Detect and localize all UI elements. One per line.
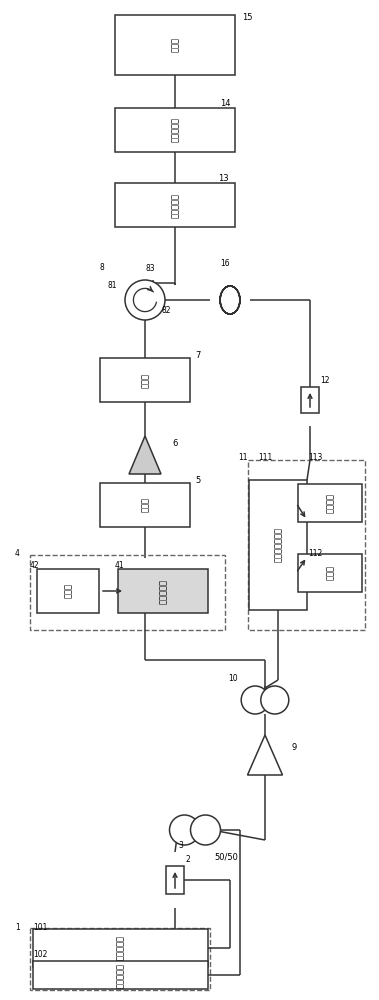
Bar: [115, 108, 235, 152]
Bar: [301, 387, 319, 413]
Text: 电光强度调制器: 电光强度调制器: [274, 528, 282, 562]
Text: 111: 111: [258, 453, 272, 462]
Text: 50/50: 50/50: [214, 852, 238, 861]
Text: 滤波器: 滤波器: [141, 372, 149, 387]
Text: 42: 42: [30, 561, 40, 570]
Text: 112: 112: [308, 549, 322, 558]
Text: 15: 15: [242, 13, 252, 22]
Text: 102: 102: [33, 950, 47, 959]
Text: 83: 83: [145, 264, 155, 273]
Bar: [248, 460, 365, 630]
Text: 信号源: 信号源: [64, 584, 72, 598]
Circle shape: [191, 815, 221, 845]
Bar: [30, 555, 225, 630]
Text: 扰偏器: 扰偏器: [141, 497, 149, 512]
Text: 5: 5: [195, 476, 200, 485]
Polygon shape: [129, 436, 161, 474]
Bar: [115, 183, 235, 227]
Circle shape: [125, 280, 165, 320]
Text: 4: 4: [15, 549, 20, 558]
Text: 2: 2: [185, 855, 190, 864]
Text: 13: 13: [218, 174, 229, 183]
Bar: [298, 554, 362, 592]
Text: 11: 11: [238, 453, 247, 462]
Text: 1: 1: [15, 923, 20, 932]
Bar: [100, 358, 190, 402]
Bar: [33, 961, 207, 989]
Text: 计算机: 计算机: [171, 37, 180, 52]
Bar: [30, 928, 210, 990]
Text: 直流电源: 直流电源: [326, 493, 335, 513]
Bar: [166, 866, 184, 894]
Circle shape: [261, 686, 289, 714]
Text: 16: 16: [220, 259, 230, 268]
Polygon shape: [247, 735, 282, 775]
Bar: [118, 569, 208, 613]
Circle shape: [169, 815, 199, 845]
Text: 数据采集卡: 数据采集卡: [171, 117, 180, 142]
Bar: [100, 483, 190, 527]
Bar: [33, 929, 207, 967]
Text: 9: 9: [292, 743, 297, 752]
Text: 第一激光器: 第一激光器: [116, 936, 124, 960]
Text: 光电探测器: 光电探测器: [171, 192, 180, 218]
Text: 12: 12: [320, 376, 329, 385]
Text: 微波源: 微波源: [326, 566, 335, 580]
Text: 声光调制器: 声光调制器: [158, 578, 168, 603]
Text: 第二激光器: 第二激光器: [116, 962, 124, 988]
Text: 10: 10: [228, 674, 238, 683]
Text: 113: 113: [308, 453, 323, 462]
Text: 8: 8: [100, 263, 105, 272]
Circle shape: [241, 686, 269, 714]
Text: 7: 7: [195, 351, 200, 360]
Text: 3: 3: [178, 841, 183, 850]
Bar: [298, 484, 362, 522]
Bar: [115, 15, 235, 75]
Text: 14: 14: [220, 99, 230, 108]
Bar: [37, 569, 99, 613]
Text: 81: 81: [108, 281, 117, 290]
Bar: [249, 480, 307, 610]
Text: 6: 6: [172, 439, 177, 448]
Text: 101: 101: [33, 923, 47, 932]
Text: 82: 82: [162, 306, 172, 315]
Text: 41: 41: [115, 561, 125, 570]
